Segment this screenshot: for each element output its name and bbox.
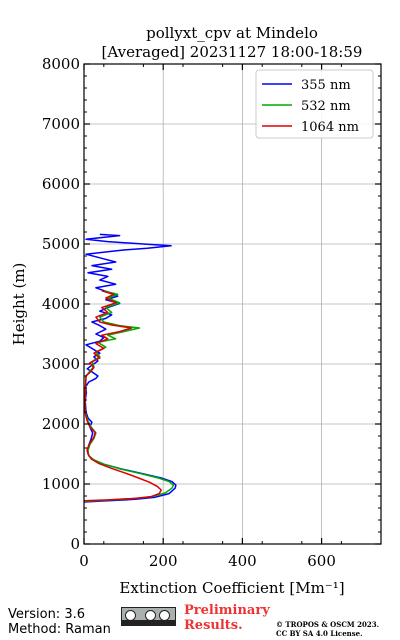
x-tick-label: 400 — [228, 552, 257, 570]
legend-entry-1: 355 nm — [301, 78, 351, 93]
preliminary-notice: Preliminary Results. — [184, 603, 270, 633]
version-text: Version: 3.6 — [8, 607, 85, 622]
series-layer — [83, 233, 177, 503]
y-tick-label: 6000 — [42, 175, 80, 193]
y-tick-label: 3000 — [42, 355, 80, 373]
tick-layer: 0 200 400 600010002000300040005000600070008… — [42, 55, 381, 570]
chart-subtitle: [Averaged] 20231127 18:00-18:59 — [102, 43, 363, 61]
x-axis-label: Extinction Coefficient [Mm⁻¹] — [119, 579, 344, 597]
preliminary-line1: Preliminary — [184, 603, 270, 618]
preliminary-line2: Results. — [184, 618, 243, 633]
legend-entry-2: 532 nm — [301, 99, 351, 114]
legend-box — [255, 69, 374, 139]
series-line-3 — [83, 290, 162, 502]
y-tick-label: 2000 — [42, 415, 80, 433]
y-tick-label: 7000 — [42, 115, 80, 133]
legend: 355 nm 532 nm 1064 nm — [255, 69, 374, 139]
y-tick-label: 5000 — [42, 235, 80, 253]
y-tick-label: 1000 — [42, 475, 80, 493]
x-tick-label: 200 — [149, 552, 178, 570]
copyright-notice: © TROPOS & OSCM 2023. CC BY SA 4.0 Licen… — [276, 620, 379, 638]
x-tick-label: 600 — [307, 552, 336, 570]
copyright-line2: CC BY SA 4.0 License. — [276, 629, 363, 638]
y-axis-label: Height (m) — [10, 263, 28, 346]
y-tick-label: 0 — [70, 535, 80, 553]
y-tick-label: 8000 — [42, 55, 80, 73]
cc-license-icon — [121, 607, 176, 626]
method-text: Method: Raman — [8, 622, 111, 637]
copyright-line1: © TROPOS & OSCM 2023. — [276, 620, 380, 629]
y-tick-label: 4000 — [42, 295, 80, 313]
chart-title: pollyxt_cpv at Mindelo — [146, 24, 318, 42]
legend-entry-3: 1064 nm — [301, 120, 359, 135]
x-tick-label: 0 — [79, 552, 89, 570]
